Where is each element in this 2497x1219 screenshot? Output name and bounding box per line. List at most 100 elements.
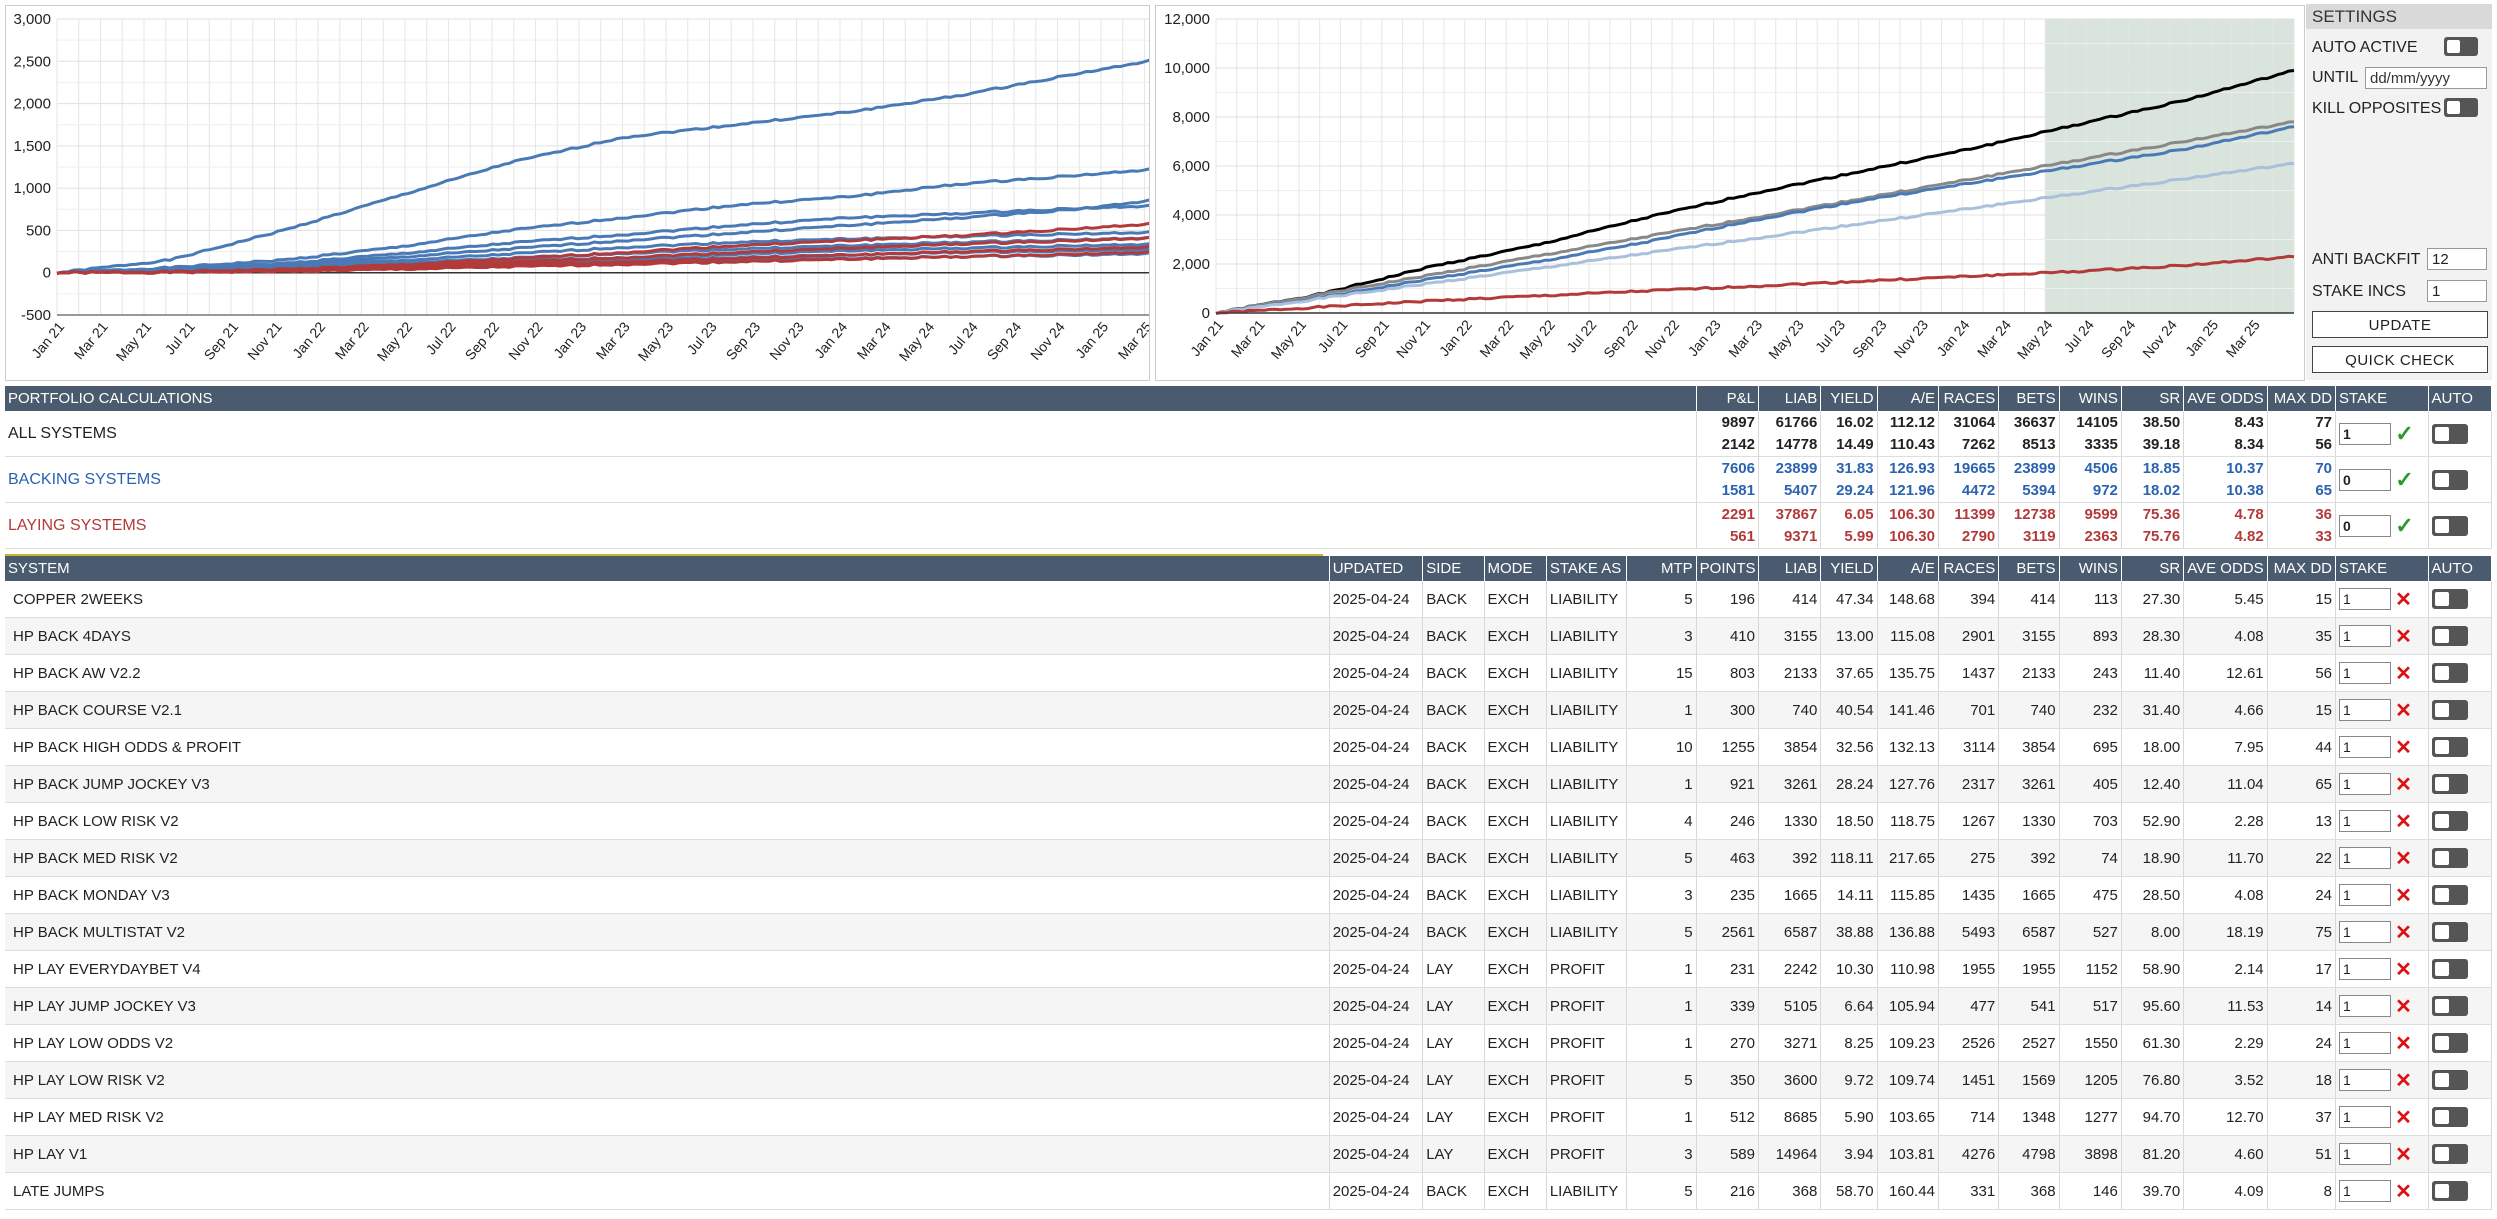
system-auto-toggle[interactable]: [2431, 848, 2468, 868]
kill-opposites-toggle[interactable]: [2444, 98, 2478, 117]
cross-icon[interactable]: ✕: [2395, 1069, 2412, 1092]
until-label: UNTIL: [2312, 69, 2359, 86]
table-row[interactable]: HP LAY LOW RISK V2 2025-04-24 LAY EXCH PROFI…: [5, 1061, 2492, 1099]
system-stake-cell: 1 ✕: [2335, 765, 2429, 803]
system-stake-input[interactable]: 1: [2339, 847, 2391, 869]
auto-active-toggle[interactable]: [2444, 37, 2478, 56]
system-auto-cell: [2428, 691, 2492, 729]
systems-cell: HP BACK LOW RISK V2: [5, 802, 1330, 840]
cross-icon[interactable]: ✕: [2395, 810, 2412, 833]
cross-icon[interactable]: ✕: [2395, 588, 2412, 611]
table-row[interactable]: HP BACK MONDAY V3 2025-04-24 BACK EXCH LIABI…: [5, 876, 2492, 914]
cross-icon[interactable]: ✕: [2395, 884, 2412, 907]
col-pl: P&L: [1696, 386, 1760, 411]
system-stake-input[interactable]: 1: [2339, 1032, 2391, 1054]
cross-icon[interactable]: ✕: [2395, 662, 2412, 685]
table-row[interactable]: HP BACK HIGH ODDS & PROFIT 2025-04-24 BACK…: [5, 728, 2492, 766]
table-row[interactable]: HP BACK MED RISK V2 2025-04-24 BACK EXCH LIA…: [5, 839, 2492, 877]
update-button[interactable]: UPDATE: [2312, 311, 2488, 338]
table-row[interactable]: HP LAY LOW ODDS V2 2025-04-24 LAY EXCH PROFI…: [5, 1024, 2492, 1062]
system-auto-toggle[interactable]: [2431, 885, 2468, 905]
cross-icon[interactable]: ✕: [2395, 625, 2412, 648]
system-stake-input[interactable]: 1: [2339, 884, 2391, 906]
system-auto-cell: [2428, 617, 2492, 655]
portfolio-auto-toggle[interactable]: [2431, 423, 2468, 444]
system-stake-input[interactable]: 1: [2339, 1069, 2391, 1091]
quick-check-button[interactable]: QUICK CHECK: [2312, 346, 2488, 373]
table-row[interactable]: HP BACK JUMP JOCKEY V3 2025-04-24 BACK EXCH…: [5, 765, 2492, 803]
cross-icon[interactable]: ✕: [2395, 1106, 2412, 1129]
table-row[interactable]: HP LAY JUMP JOCKEY V3 2025-04-24 LAY EXCH PR…: [5, 987, 2492, 1025]
stake-incs-input[interactable]: 1: [2427, 280, 2487, 302]
cross-icon[interactable]: ✕: [2395, 847, 2412, 870]
system-stake-input[interactable]: 1: [2339, 1106, 2391, 1128]
system-stake-input[interactable]: 1: [2339, 736, 2391, 758]
series-line: [1215, 161, 2295, 315]
x-tick-label: Jan 21: [28, 318, 67, 361]
system-stake-input[interactable]: 1: [2339, 662, 2391, 684]
system-stake-input[interactable]: 1: [2339, 810, 2391, 832]
table-row[interactable]: HP BACK AW V2.2 2025-04-24 BACK EXCH LIABILI…: [5, 654, 2492, 692]
table-row[interactable]: LATE JUMPS 2025-04-24 BACK EXCH LIABILITY 5 21…: [5, 1172, 2492, 1210]
system-auto-toggle[interactable]: [2431, 774, 2468, 794]
system-auto-toggle[interactable]: [2431, 959, 2468, 979]
anti-backfit-input[interactable]: 12: [2427, 248, 2487, 270]
system-stake-input[interactable]: 1: [2339, 588, 2391, 610]
system-auto-toggle[interactable]: [2431, 1107, 2468, 1127]
portfolio-stake-input[interactable]: 0: [2339, 514, 2392, 537]
portfolio-auto-toggle[interactable]: [2431, 515, 2468, 536]
portfolio-value-recent: 106.30: [1889, 527, 1935, 545]
system-stake-cell: 1 ✕: [2335, 839, 2429, 877]
system-auto-toggle[interactable]: [2431, 922, 2468, 942]
system-stake-input[interactable]: 1: [2339, 1180, 2391, 1202]
portfolio-stake-input[interactable]: 1: [2339, 422, 2392, 445]
cross-icon[interactable]: ✕: [2395, 995, 2412, 1018]
system-stake-input[interactable]: 1: [2339, 625, 2391, 647]
system-stake-input[interactable]: 1: [2339, 995, 2391, 1017]
cross-icon[interactable]: ✕: [2395, 1180, 2412, 1203]
cross-icon[interactable]: ✕: [2395, 736, 2412, 759]
system-stake-input[interactable]: 1: [2339, 1143, 2391, 1165]
system-auto-toggle[interactable]: [2431, 700, 2468, 720]
system-stake-input[interactable]: 1: [2339, 958, 2391, 980]
cross-icon[interactable]: ✕: [2395, 1032, 2412, 1055]
table-row[interactable]: HP BACK MULTISTAT V2 2025-04-24 BACK EXCH LI…: [5, 913, 2492, 951]
systems-cell: 3.52: [2183, 1061, 2268, 1099]
cross-icon[interactable]: ✕: [2395, 773, 2412, 796]
systems-col-points: POINTS: [1696, 556, 1759, 581]
portfolio-value-total: 31064: [1953, 413, 1996, 431]
system-auto-toggle[interactable]: [2431, 1033, 2468, 1053]
system-stake-cell: 1 ✕: [2335, 987, 2429, 1025]
table-row[interactable]: COPPER 2WEEKS 2025-04-24 BACK EXCH LIABILITY…: [5, 581, 2492, 618]
portfolio-auto-toggle[interactable]: [2431, 469, 2468, 490]
system-stake-input[interactable]: 1: [2339, 699, 2391, 721]
system-auto-toggle[interactable]: [2431, 1144, 2468, 1164]
table-row[interactable]: HP BACK COURSE V2.1 2025-04-24 BACK EXCH LIA…: [5, 691, 2492, 729]
until-date-input[interactable]: dd/mm/yyyy: [2365, 67, 2487, 89]
systems-cell: 368: [1758, 1172, 1822, 1210]
system-stake-input[interactable]: 1: [2339, 773, 2391, 795]
system-auto-toggle[interactable]: [2431, 626, 2468, 646]
table-row[interactable]: HP LAY V1 2025-04-24 LAY EXCH PROFIT 3 589 1496…: [5, 1135, 2492, 1173]
cross-icon[interactable]: ✕: [2395, 1143, 2412, 1166]
system-auto-toggle[interactable]: [2431, 1181, 2468, 1201]
system-auto-cell: [2428, 950, 2492, 988]
table-row[interactable]: HP LAY EVERYDAYBET V4 2025-04-24 LAY EXCH PR…: [5, 950, 2492, 988]
cross-icon[interactable]: ✕: [2395, 921, 2412, 944]
system-auto-toggle[interactable]: [2431, 996, 2468, 1016]
portfolio-stake-input[interactable]: 0: [2339, 468, 2392, 491]
portfolio-cell: 4506 972: [2059, 456, 2122, 503]
table-row[interactable]: HP BACK 4DAYS 2025-04-24 BACK EXCH LIABILITY…: [5, 617, 2492, 655]
cross-icon[interactable]: ✕: [2395, 958, 2412, 981]
system-auto-toggle[interactable]: [2431, 663, 2468, 683]
system-auto-toggle[interactable]: [2431, 811, 2468, 831]
system-stake-input[interactable]: 1: [2339, 921, 2391, 943]
systems-cell: EXCH: [1484, 987, 1547, 1025]
system-auto-toggle[interactable]: [2431, 737, 2468, 757]
cross-icon[interactable]: ✕: [2395, 699, 2412, 722]
table-row[interactable]: HP BACK LOW RISK V2 2025-04-24 BACK EXCH LIA…: [5, 802, 2492, 840]
system-auto-toggle[interactable]: [2431, 1070, 2468, 1090]
portfolio-value-recent: 18.02: [2142, 481, 2181, 499]
table-row[interactable]: HP LAY MED RISK V2 2025-04-24 LAY EXCH PROFI…: [5, 1098, 2492, 1136]
system-auto-toggle[interactable]: [2431, 589, 2468, 609]
